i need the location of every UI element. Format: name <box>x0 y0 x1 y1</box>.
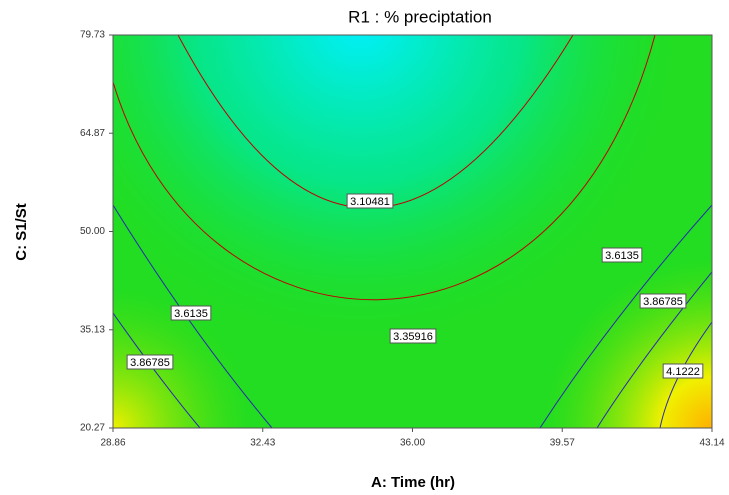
label-box <box>126 354 174 370</box>
x-tick-label: 36.00 <box>400 438 425 449</box>
contour-label: 3.6135 <box>170 305 212 321</box>
contour-line <box>113 312 201 428</box>
contour-label: 3.35916 <box>389 328 437 344</box>
x-axis-label: A: Time (hr) <box>371 474 455 491</box>
y-tick-label: 64.87 <box>80 128 105 139</box>
contour-label: 3.10481 <box>346 193 394 209</box>
x-tick-label: 43.14 <box>699 438 724 449</box>
x-tick-label: 28.86 <box>100 438 125 449</box>
surface-shade <box>113 35 712 428</box>
y-tick-label: 79.73 <box>80 30 105 41</box>
label-box <box>170 305 212 321</box>
contour-line <box>113 35 656 301</box>
y-tick-label: 20.27 <box>80 423 105 434</box>
x-tick-label: 39.57 <box>550 438 575 449</box>
label-box <box>601 247 643 263</box>
y-tick-label: 35.13 <box>80 324 105 335</box>
x-tick-label: 32.43 <box>250 438 275 449</box>
plot-area <box>113 35 712 428</box>
contour-line <box>596 271 712 428</box>
contour-label: 4.1222 <box>662 363 704 379</box>
contour-value: 3.35916 <box>393 331 433 343</box>
contour-value: 4.1222 <box>666 366 700 378</box>
label-box <box>662 363 704 379</box>
label-box <box>639 293 687 309</box>
contour-value: 3.10481 <box>350 196 390 208</box>
contour-line <box>113 204 273 428</box>
y-tick-label: 50.00 <box>80 226 105 237</box>
contour-line <box>539 204 712 428</box>
contour-value: 3.6135 <box>174 308 208 320</box>
contour-value: 3.86785 <box>643 296 683 308</box>
contour-value: 3.86785 <box>130 357 170 369</box>
contour-value: 3.6135 <box>605 250 639 262</box>
y-axis-label: C: S1/St <box>13 203 30 261</box>
contour-label: 3.86785 <box>126 354 174 370</box>
label-box <box>346 193 394 209</box>
contour-label: 3.86785 <box>639 293 687 309</box>
contour-label: 3.6135 <box>601 247 643 263</box>
chart-title: R1 : % preciptation <box>348 7 492 26</box>
label-box <box>389 328 437 344</box>
